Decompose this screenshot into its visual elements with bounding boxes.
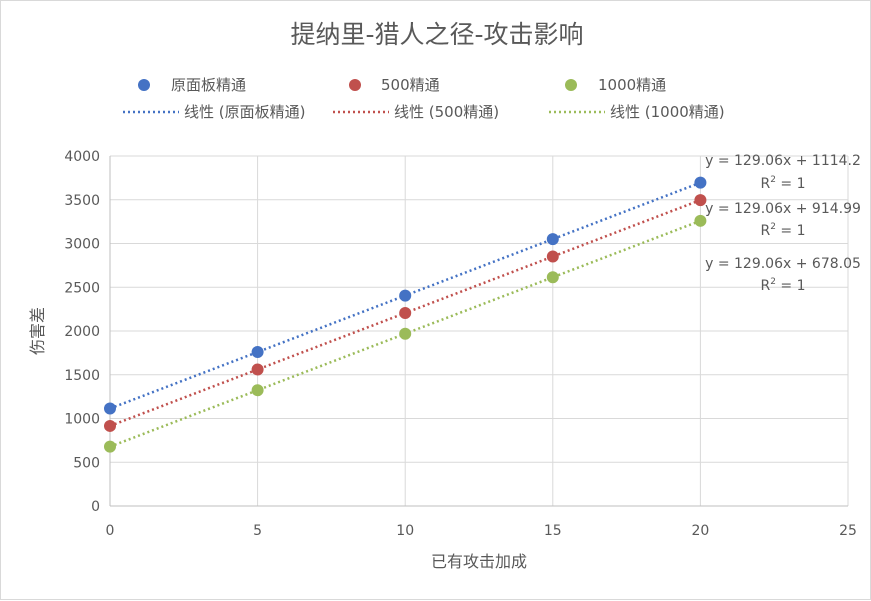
y-tick-label: 1500	[64, 368, 100, 384]
y-tick-label: 3500	[64, 193, 100, 209]
y-tick-label: 500	[73, 455, 100, 471]
r-squared-label-series-2: R	[760, 223, 770, 239]
r-squared-series-2: R2 = 1	[760, 222, 805, 239]
data-point-series-3	[251, 384, 264, 397]
equation-series-1: y = 129.06x + 1114.2	[705, 153, 861, 169]
legend-marker-series-1	[138, 79, 150, 91]
data-points	[104, 176, 707, 453]
x-axis-label: 已有攻击加成	[431, 552, 527, 571]
x-tick-label: 10	[396, 523, 414, 539]
equation-series-3: y = 129.06x + 678.05	[705, 256, 861, 272]
legend-marker-series-2	[349, 79, 361, 91]
tick-labels: 0 500 1000 1500 2000 2500 3000 3500 4000 0 5 10 15 20…	[64, 149, 857, 539]
x-tick-label: 25	[839, 523, 857, 539]
chart-title: 提纳里-猎人之径-攻击影响	[290, 20, 583, 49]
gridlines	[110, 155, 849, 506]
x-tick-label: 5	[253, 523, 262, 539]
x-tick-label: 15	[544, 523, 562, 539]
r-squared-exponent-series-3: 2	[770, 277, 776, 287]
data-point-series-3	[694, 214, 707, 227]
legend-trendline-label-series-1: 线性 (原面板精通)	[184, 103, 305, 121]
data-point-series-1	[694, 176, 707, 189]
y-tick-label: 2500	[64, 280, 100, 296]
y-tick-label: 4000	[64, 149, 100, 165]
legend-marker-series-3	[565, 79, 577, 91]
equation-series-2: y = 129.06x + 914.99	[705, 201, 861, 217]
data-point-series-1	[546, 233, 559, 246]
data-point-series-3	[399, 327, 412, 340]
r-squared-exponent-series-1: 2	[770, 175, 776, 185]
legend-label-series-2: 500精通	[381, 76, 440, 94]
data-point-series-2	[251, 363, 264, 376]
r-squared-value-series-1: = 1	[776, 176, 806, 192]
r-squared-series-3: R2 = 1	[760, 277, 805, 294]
legend-trendline-label-series-2: 线性 (500精通)	[394, 103, 499, 121]
data-point-series-1	[104, 402, 116, 415]
r-squared-label-series-1: R	[760, 176, 770, 192]
legend: 原面板精通 500精通 1000精通 线性 (原面板精通) 线性 (500精通)…	[123, 76, 725, 121]
legend-trendline-label-series-3: 线性 (1000精通)	[610, 103, 725, 121]
x-tick-label: 0	[106, 523, 115, 539]
data-point-series-2	[399, 307, 412, 320]
equations: y = 129.06x + 1114.2 R2 = 1 y = 129.06x …	[705, 153, 861, 294]
data-point-series-1	[251, 346, 264, 359]
data-point-series-1	[399, 289, 412, 302]
r-squared-exponent-series-2: 2	[770, 222, 776, 232]
r-squared-series-1: R2 = 1	[760, 175, 805, 192]
y-axis-label: 伤害差	[28, 307, 47, 355]
y-tick-label: 0	[91, 499, 100, 515]
r-squared-value-series-2: = 1	[776, 223, 806, 239]
x-tick-label: 20	[691, 523, 709, 539]
data-point-series-3	[104, 440, 116, 453]
data-point-series-2	[694, 194, 707, 207]
legend-label-series-1: 原面板精通	[171, 76, 246, 94]
y-tick-label: 3000	[64, 237, 100, 253]
r-squared-label-series-3: R	[760, 278, 770, 294]
r-squared-value-series-3: = 1	[776, 278, 806, 294]
data-point-series-3	[546, 271, 559, 284]
data-point-series-2	[104, 419, 116, 432]
y-tick-label: 2000	[64, 324, 100, 340]
y-tick-label: 1000	[64, 412, 100, 428]
legend-label-series-3: 1000精通	[598, 76, 666, 94]
data-point-series-2	[546, 250, 559, 263]
